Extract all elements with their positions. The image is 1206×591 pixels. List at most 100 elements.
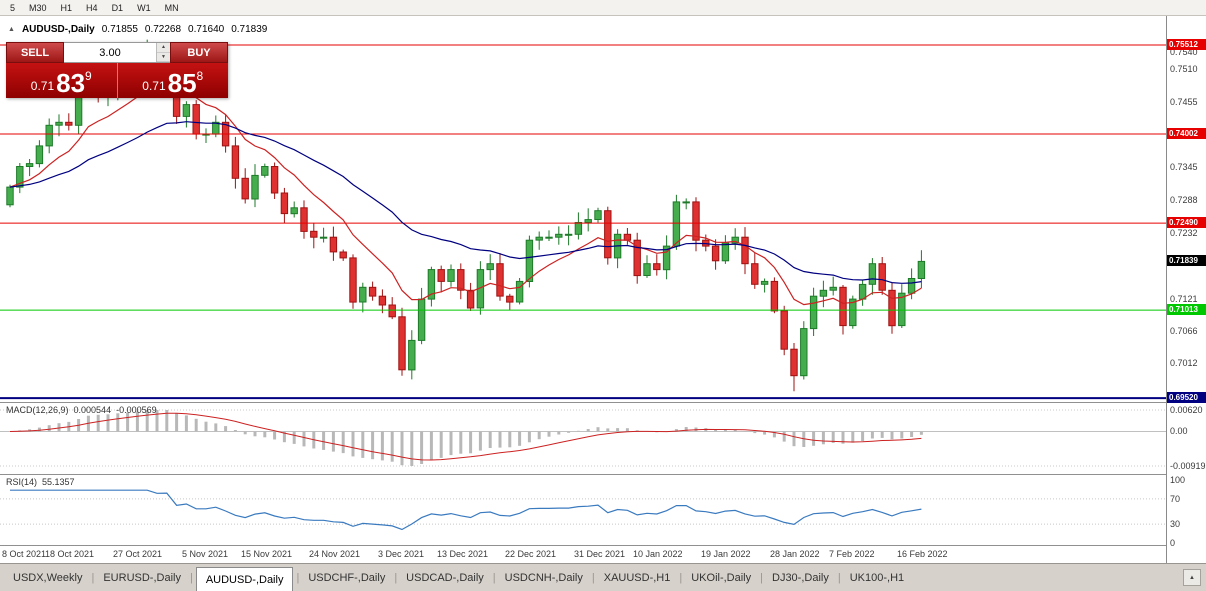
level-price-label: 0.69520 (1167, 392, 1206, 403)
tab-uk100-h1[interactable]: UK100-,H1 (849, 571, 905, 584)
volume-field: 3.00 ▲ ▼ (64, 42, 170, 63)
tab-usdcnh-daily[interactable]: USDCNH-,Daily (504, 571, 583, 584)
rsi-axis-label: 30 (1170, 519, 1181, 529)
one-click-trading-panel: SELL 3.00 ▲ ▼ BUY 0.71 83 9 0.71 (6, 42, 228, 98)
date-axis-label: 22 Dec 2021 (505, 549, 557, 559)
date-axis-label: 18 Oct 2021 (45, 549, 95, 559)
volume-input[interactable]: 3.00 (99, 46, 121, 59)
tab-usdx-weekly[interactable]: USDX,Weekly (13, 571, 83, 584)
scroll-up-button[interactable]: ▲ (1183, 569, 1201, 586)
chart-title-row: ▲ AUDUSD-,Daily 0.71855 0.72268 0.71640 … (8, 24, 267, 35)
macd-signal-value: -0.000569 (116, 405, 157, 415)
chart-canvas[interactable] (0, 16, 1166, 563)
chart-tab-bar: USDX,Weekly | EURUSD-,Daily | AUDUSD-,Daily |… (0, 563, 1206, 591)
time-axis[interactable]: 8 Oct 2021 18 Oct 2021 27 Oct 2021 5 Nov 20… (0, 546, 1166, 563)
price-axis-label: 0.7066 (1170, 326, 1198, 336)
date-axis-label: 10 Jan 2022 (633, 549, 683, 559)
ohlc-open: 0.71855 (101, 24, 138, 35)
tab-usdcad-daily[interactable]: USDCAD-,Daily (406, 571, 484, 584)
tab-separator: | (591, 571, 595, 584)
level-price-label: 0.71013 (1167, 304, 1206, 315)
price-axis[interactable]: 0.7540 0.7510 0.7455 0.7345 0.7288 0.7232 0.71… (1166, 16, 1206, 563)
date-axis-label: 8 Oct 2021 (2, 549, 47, 559)
chart-window: 0.7540 0.7510 0.7455 0.7345 0.7288 0.7232 0.71… (0, 16, 1206, 563)
timeframe-button-mn[interactable]: MN (164, 2, 179, 13)
tab-separator: | (760, 571, 763, 584)
date-axis-label: 7 Feb 2022 (829, 549, 875, 559)
tab-eurusd-daily[interactable]: EURUSD-,Daily (103, 571, 181, 584)
ohlc-high: 0.72268 (144, 24, 182, 35)
macd-label-row: MACD(12,26,9) 0.000544 -0.000569 (6, 405, 157, 415)
date-axis-label: 15 Nov 2021 (241, 549, 293, 559)
macd-value: 0.000544 (73, 405, 112, 415)
chart-symbol-period: AUDUSD-,Daily (21, 24, 95, 35)
level-price-label: 0.72490 (1167, 217, 1206, 228)
macd-axis-min: -0.00919 (1170, 461, 1206, 471)
tab-usdchf-daily[interactable]: USDCHF-,Daily (308, 571, 386, 584)
price-axis-label: 0.7345 (1170, 162, 1198, 172)
sell-price-big-digits: 83 (56, 68, 86, 98)
tab-separator: | (394, 571, 398, 584)
tab-separator: | (837, 571, 841, 584)
date-axis-label: 24 Nov 2021 (309, 549, 361, 559)
tab-audusd-daily[interactable]: AUDUSD-,Daily (195, 567, 294, 591)
chart-canvas-wrap[interactable] (0, 16, 1166, 563)
macd-axis-max: 0.00620 (1170, 405, 1203, 415)
timeframe-button-h4[interactable]: H4 (86, 2, 98, 13)
buy-price-prefix: 0.71 (142, 79, 166, 93)
date-axis-label: 5 Nov 2021 (182, 549, 229, 559)
rsi-title: RSI(14) (6, 477, 38, 487)
tab-separator: | (296, 571, 300, 584)
volume-spinner: ▲ ▼ (156, 43, 170, 62)
tab-xauusd-h1[interactable]: XAUUSD-,H1 (603, 571, 671, 584)
price-axis-label: 0.7288 (1170, 195, 1198, 205)
volume-increase-button[interactable]: ▲ (157, 43, 170, 53)
price-axis-label: 0.7540 (1170, 47, 1198, 57)
tab-separator: | (189, 571, 193, 584)
price-axis-label: 0.7510 (1170, 64, 1198, 74)
date-axis-label: 28 Jan 2022 (770, 549, 820, 559)
rsi-axis-label: 70 (1170, 494, 1181, 504)
volume-decrease-button[interactable]: ▼ (157, 52, 170, 62)
ohlc-close: 0.71839 (231, 24, 268, 35)
tab-separator: | (492, 571, 496, 584)
date-axis-label: 13 Dec 2021 (437, 549, 489, 559)
macd-axis-zero: 0.00 (1170, 426, 1188, 436)
macd-title: MACD(12,26,9) (6, 405, 69, 415)
tab-separator: | (91, 571, 95, 584)
price-axis-label: 0.7012 (1170, 358, 1198, 368)
current-price-label: 0.71839 (1167, 255, 1206, 266)
date-axis-label: 3 Dec 2021 (378, 549, 425, 559)
tab-dj30-daily[interactable]: DJ30-,Daily (772, 571, 829, 584)
timeframe-toolbar: 5 M30 H1 H4 D1 W1 MN (0, 0, 1206, 16)
one-click-collapse-icon[interactable]: ▲ (8, 26, 15, 33)
buy-price-display[interactable]: 0.71 85 8 (118, 63, 229, 98)
level-price-label: 0.74002 (1167, 128, 1206, 139)
rsi-label-row: RSI(14) 55.1357 (6, 477, 75, 487)
rsi-value: 55.1357 (42, 477, 75, 487)
rsi-axis-label: 100 (1170, 475, 1186, 485)
level-price-label: 0.75512 (1167, 39, 1206, 50)
date-axis-label: 16 Feb 2022 (897, 549, 948, 559)
buy-price-pipette: 8 (196, 69, 204, 83)
tab-list: USDX,Weekly | EURUSD-,Daily | AUDUSD-,Daily |… (4, 564, 913, 591)
buy-price-big-digits: 85 (167, 68, 197, 98)
date-axis-label: 19 Jan 2022 (701, 549, 751, 559)
timeframe-button-5[interactable]: 5 (10, 2, 16, 13)
timeframe-button-d1[interactable]: D1 (111, 2, 124, 13)
buy-button[interactable]: BUY (170, 42, 228, 63)
tab-separator: | (679, 571, 683, 584)
ohlc-low: 0.71640 (188, 24, 225, 35)
timeframe-button-m30[interactable]: M30 (29, 2, 47, 13)
timeframe-button-h1[interactable]: H1 (60, 2, 73, 13)
timeframe-button-w1[interactable]: W1 (137, 2, 151, 13)
price-axis-label: 0.7232 (1170, 228, 1198, 238)
date-axis-label: 31 Dec 2021 (574, 549, 626, 559)
sell-price-prefix: 0.71 (30, 79, 55, 93)
sell-price-display[interactable]: 0.71 83 9 (6, 63, 118, 98)
price-axis-label: 0.7121 (1170, 294, 1198, 304)
sell-button[interactable]: SELL (6, 42, 64, 63)
price-axis-label: 0.7455 (1170, 97, 1198, 107)
tab-ukoil-daily[interactable]: UKOil-,Daily (691, 571, 752, 584)
